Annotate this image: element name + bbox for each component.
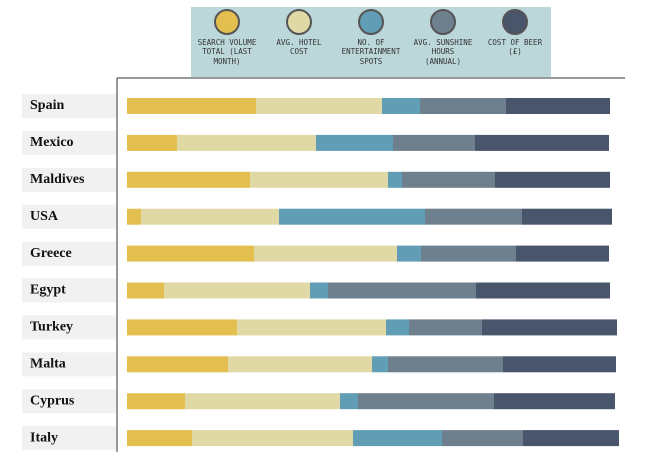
row-band bbox=[22, 426, 116, 451]
bar-segment bbox=[254, 245, 397, 262]
bar-segment bbox=[482, 319, 617, 336]
bar-segment bbox=[127, 393, 185, 410]
row-band bbox=[22, 352, 116, 377]
bar-segment bbox=[127, 430, 192, 447]
row-band bbox=[22, 278, 116, 303]
bar-segment bbox=[397, 245, 421, 262]
legend: SEARCH VOLUME TOTAL (LAST MONTH) AVG. HOT… bbox=[191, 7, 551, 77]
bar-segment bbox=[494, 393, 615, 410]
bar-segment bbox=[310, 282, 328, 299]
legend-icon bbox=[430, 9, 456, 35]
bar-segment bbox=[506, 98, 610, 114]
bar-segment bbox=[523, 430, 619, 447]
bar-segment bbox=[256, 98, 382, 114]
category-label: Turkey bbox=[30, 320, 73, 335]
legend-label: SEARCH VOLUME TOTAL (LAST MONTH) bbox=[197, 38, 257, 66]
legend-icon bbox=[358, 9, 384, 35]
bar-segment bbox=[372, 356, 388, 373]
category-label: Italy bbox=[30, 430, 58, 445]
legend-label: COST OF BEER (£) bbox=[487, 38, 543, 57]
category-label: Egypt bbox=[30, 283, 66, 298]
legend-label: AVG. SUNSHINE HOURS (ANNUAL) bbox=[413, 38, 473, 66]
legend-item: SEARCH VOLUME TOTAL (LAST MONTH) bbox=[191, 7, 263, 77]
bar-segment bbox=[402, 171, 495, 188]
bar-segment bbox=[388, 171, 402, 188]
bar-segment bbox=[353, 430, 442, 447]
bar-segment bbox=[127, 245, 254, 262]
category-label: USA bbox=[30, 209, 59, 224]
bar-segment bbox=[388, 356, 503, 373]
bar-segment bbox=[495, 171, 610, 188]
row-band bbox=[22, 94, 116, 118]
legend-icon bbox=[286, 9, 312, 35]
category-label: Malta bbox=[30, 357, 66, 372]
legend-item: AVG. SUNSHINE HOURS (ANNUAL) bbox=[407, 7, 479, 77]
row-band bbox=[22, 315, 116, 340]
bar-segment bbox=[237, 319, 386, 336]
bar-segment bbox=[328, 282, 476, 299]
row-band bbox=[22, 204, 116, 229]
legend-label: AVG. HOTEL COST bbox=[276, 38, 322, 57]
bar-segment bbox=[425, 208, 522, 225]
bar-segment bbox=[127, 134, 177, 151]
bar-segment bbox=[516, 245, 609, 262]
bar-segment bbox=[382, 98, 420, 114]
bar-segment bbox=[127, 171, 250, 188]
bar-segment bbox=[279, 208, 425, 225]
category-label: Greece bbox=[30, 246, 72, 261]
category-label: Cyprus bbox=[30, 393, 75, 408]
legend-icon bbox=[214, 9, 240, 35]
bar-segment bbox=[164, 282, 310, 299]
bar-segment bbox=[503, 356, 616, 373]
bar-segment bbox=[127, 282, 164, 299]
bar-segment bbox=[192, 430, 353, 447]
category-label: Mexico bbox=[30, 135, 74, 150]
bar-segment bbox=[522, 208, 612, 225]
bar-segment bbox=[185, 393, 340, 410]
legend-item: NO. OF ENTERTAINMENT SPOTS bbox=[335, 7, 407, 77]
bar-segment bbox=[127, 98, 256, 114]
bar-segment bbox=[386, 319, 409, 336]
row-band bbox=[22, 130, 116, 155]
legend-icon bbox=[502, 9, 528, 35]
row-band bbox=[22, 241, 116, 266]
bar-segment bbox=[316, 134, 393, 151]
bar-segment bbox=[127, 208, 141, 225]
bar-segment bbox=[127, 356, 228, 373]
bar-segment bbox=[393, 134, 475, 151]
legend-label: NO. OF ENTERTAINMENT SPOTS bbox=[341, 38, 401, 66]
bar-segment bbox=[228, 356, 372, 373]
bar-segment bbox=[141, 208, 279, 225]
row-band bbox=[22, 389, 116, 414]
bar-segment bbox=[127, 319, 237, 336]
legend-item: COST OF BEER (£) bbox=[479, 7, 551, 77]
bar-segment bbox=[475, 134, 609, 151]
bar-segment bbox=[420, 98, 506, 114]
bar-segment bbox=[358, 393, 494, 410]
bar-segment bbox=[442, 430, 523, 447]
row-band bbox=[22, 167, 116, 192]
bar-segment bbox=[177, 134, 316, 151]
bar-segment bbox=[421, 245, 516, 262]
bar-segment bbox=[476, 282, 610, 299]
bar-segment bbox=[340, 393, 358, 410]
bar-segment bbox=[409, 319, 482, 336]
legend-item: AVG. HOTEL COST bbox=[263, 7, 335, 77]
category-label: Spain bbox=[30, 98, 64, 113]
bar-segment bbox=[250, 171, 388, 188]
category-label: Maldives bbox=[30, 172, 85, 187]
